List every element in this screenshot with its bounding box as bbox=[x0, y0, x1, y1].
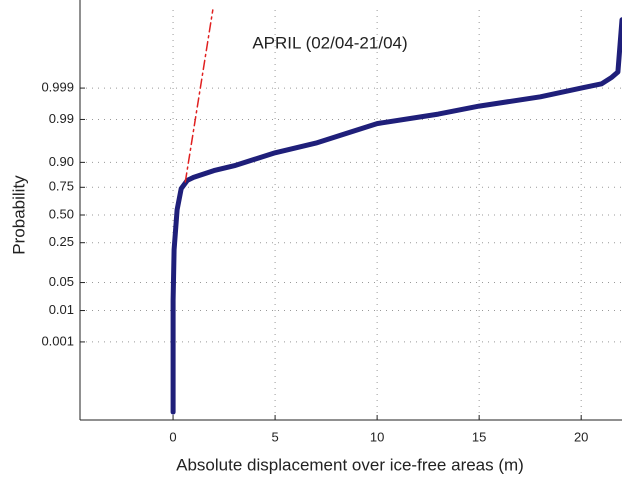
x-axis-label: Absolute displacement over ice-free area… bbox=[176, 455, 524, 474]
y-tick-label: 0.25 bbox=[49, 234, 74, 249]
y-tick-label: 0.999 bbox=[41, 80, 74, 95]
annotation: APRIL (02/04-21/04) bbox=[252, 33, 407, 52]
x-tick-label: 0 bbox=[169, 429, 176, 444]
y-axis-label: Probability bbox=[9, 175, 28, 255]
x-tick-label: 5 bbox=[271, 429, 278, 444]
x-tick-label: 20 bbox=[574, 429, 588, 444]
y-tick-label: 0.001 bbox=[41, 333, 74, 348]
data-line bbox=[170, 17, 622, 415]
x-tick-label: 10 bbox=[370, 429, 384, 444]
y-tick-label: 0.75 bbox=[49, 179, 74, 194]
reference-line bbox=[184, 9, 214, 183]
y-tick-label: 0.01 bbox=[49, 302, 74, 317]
x-tick-label: 15 bbox=[472, 429, 486, 444]
y-tick-label: 0.99 bbox=[49, 111, 74, 126]
y-tick-label: 0.05 bbox=[49, 274, 74, 289]
y-tick-label: 0.90 bbox=[49, 154, 74, 169]
y-tick-label: 0.50 bbox=[49, 206, 74, 221]
